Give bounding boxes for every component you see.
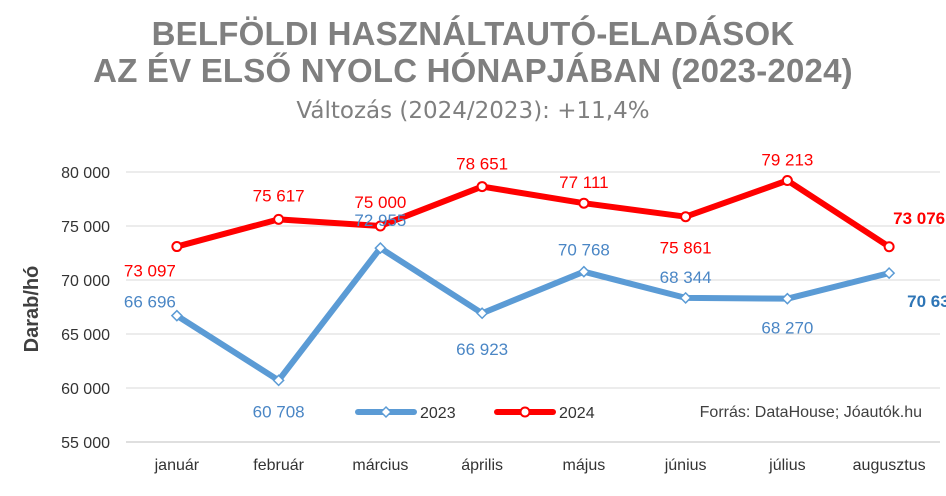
- data-label: 78 651: [456, 155, 508, 174]
- data-point-marker: [781, 174, 793, 186]
- data-label: 75 617: [253, 186, 305, 205]
- data-point-marker: [680, 211, 692, 223]
- data-label: 73 076: [893, 209, 945, 228]
- series-group: [170, 174, 896, 387]
- data-point-marker: [171, 241, 183, 253]
- data-point-marker: [272, 374, 285, 387]
- series-line-2024: [173, 177, 893, 250]
- y-tick-label: 80 000: [61, 165, 110, 182]
- x-tick-label: május: [563, 457, 606, 474]
- series-line-2023: [173, 245, 893, 384]
- x-tick-label: február: [253, 457, 304, 474]
- data-label: 79 213: [761, 150, 813, 169]
- legend-marker: [379, 405, 393, 419]
- data-point-marker: [883, 267, 896, 280]
- legend-marker: [519, 406, 531, 418]
- x-tick-label: január: [154, 457, 200, 474]
- data-label: 66 923: [456, 340, 508, 359]
- x-tick-label: június: [664, 457, 707, 474]
- data-label: 75 861: [660, 239, 712, 258]
- data-label: 70 768: [558, 241, 610, 260]
- y-tick-label: 65 000: [61, 327, 110, 344]
- y-tick-label: 60 000: [61, 381, 110, 398]
- data-label: 68 270: [761, 319, 813, 338]
- data-point-marker: [374, 220, 386, 232]
- data-point-marker: [883, 241, 895, 253]
- data-point-marker: [374, 242, 387, 255]
- data-label: 68 344: [660, 268, 712, 287]
- data-label: 60 708: [253, 402, 305, 421]
- y-tick-label: 75 000: [61, 219, 110, 236]
- data-point-marker: [170, 309, 183, 322]
- data-point-marker: [476, 307, 489, 320]
- data-point-marker: [781, 292, 794, 305]
- y-tick-label: 70 000: [61, 273, 110, 290]
- data-point-marker: [577, 265, 590, 278]
- data-point-marker: [679, 291, 692, 304]
- gridlines: [126, 171, 940, 443]
- legend-label-2023: 2023: [420, 405, 456, 422]
- data-labels: 66 696 60 708 72 955 66 923 70 768 68 344 68 2…: [124, 150, 946, 421]
- x-tick-label: július: [768, 457, 805, 474]
- source-note: Forrás: DataHouse; Jóautók.hu: [700, 404, 922, 421]
- x-tick-label: április: [461, 457, 503, 474]
- y-axis-ticks: 55 000 60 000 65 000 70 000 75 000 80 000: [61, 165, 110, 452]
- data-point-marker: [578, 197, 590, 209]
- x-tick-label: március: [352, 457, 408, 474]
- data-point-marker: [273, 213, 285, 225]
- legend: 2023 2024: [355, 405, 595, 422]
- chart-title-line-2: AZ ÉV ELSŐ NYOLC HÓNAPJÁBAN (2023-2024): [93, 52, 853, 89]
- chart-subtitle: Változás (2024/2023): +11,4%: [296, 98, 650, 124]
- data-point-marker: [476, 181, 488, 193]
- data-label: 70 637: [907, 292, 946, 311]
- x-tick-label: augusztus: [853, 457, 926, 474]
- legend-label-2024: 2024: [559, 405, 595, 422]
- data-label: 66 696: [124, 293, 176, 312]
- y-axis-label: Darab/hó: [21, 266, 43, 353]
- data-label: 72 955: [354, 211, 406, 230]
- data-label: 75 000: [354, 193, 406, 212]
- y-tick-label: 55 000: [61, 435, 110, 452]
- data-label: 73 097: [124, 262, 176, 281]
- chart-title-line-1: BELFÖLDI HASZNÁLTAUTÓ-ELADÁSOK: [151, 15, 795, 52]
- x-axis-ticks: január február március április május június jú…: [154, 457, 926, 474]
- data-label: 77 111: [559, 173, 608, 192]
